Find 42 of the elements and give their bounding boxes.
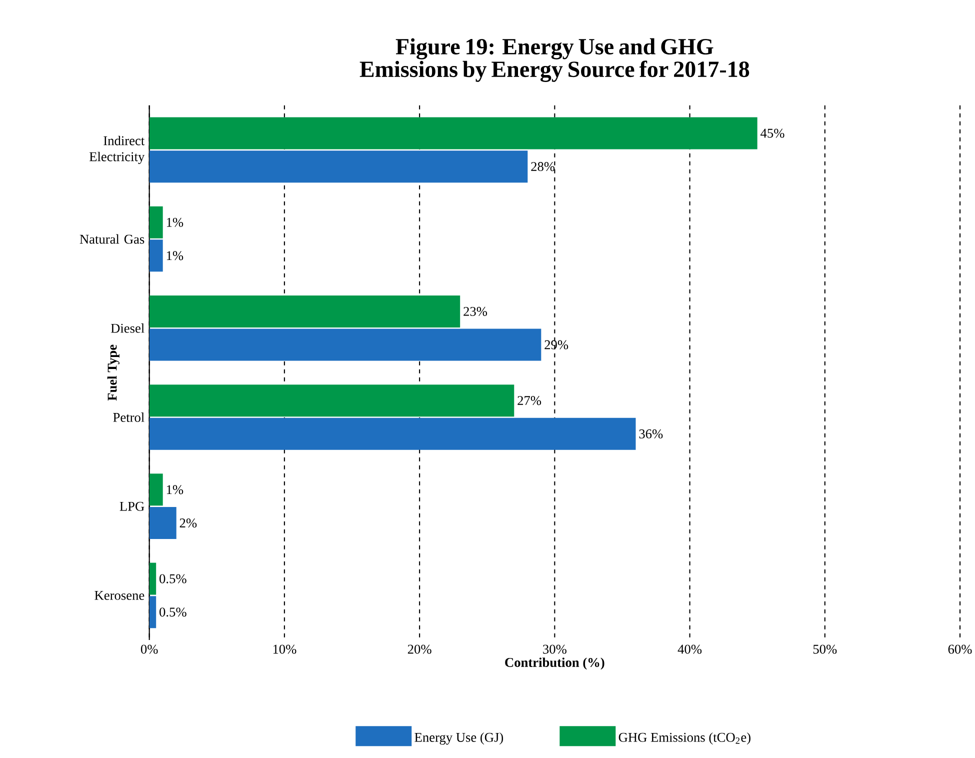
legend-label: Energy Use (GJ)	[414, 732, 504, 745]
y-tick-label: Diesel	[110, 323, 144, 333]
x-tick-label: 0%	[140, 644, 158, 654]
data-label: 2%	[180, 518, 197, 528]
data-label: 1%	[166, 251, 184, 260]
bar	[149, 206, 163, 238]
bar	[149, 474, 163, 506]
data-label: 28%	[531, 162, 555, 172]
y-tick-label: LPG	[120, 502, 144, 511]
bar	[149, 562, 156, 595]
y-tick-label: Indirect Electricity	[89, 136, 145, 164]
bar	[149, 596, 156, 628]
bar	[149, 117, 758, 150]
bar	[149, 507, 176, 540]
bar	[149, 150, 528, 183]
bar	[149, 240, 163, 272]
data-label: 45%	[760, 128, 784, 138]
y-tick-label: Kerosene	[94, 591, 144, 600]
x-tick-label: 10%	[273, 644, 296, 654]
data-label: 29%	[544, 340, 568, 350]
x-tick-label: 20%	[408, 644, 432, 654]
chart-title: Figure 19: Energy Use and GHG Emissions by Energy Source for 2017-18	[360, 38, 750, 82]
x-axis-title: Contribution (%)	[505, 658, 604, 670]
bar	[149, 328, 542, 361]
bar	[149, 295, 460, 328]
data-label: 0.5%	[160, 574, 186, 584]
data-label: 1%	[166, 218, 184, 227]
y-axis-title: Fuel Type	[107, 344, 120, 401]
y-tick-label: Natural Gas	[80, 234, 144, 244]
x-tick-label: 50%	[813, 644, 837, 654]
bar	[149, 418, 636, 450]
x-tick-label: 40%	[678, 644, 702, 654]
x-tick-label: 30%	[543, 644, 566, 654]
legend-label: GHG Emissions (tCO$_{2}$e)	[618, 732, 750, 745]
y-tick-label: Petrol	[113, 412, 144, 422]
data-label: 1%	[166, 485, 184, 494]
data-label: 23%	[464, 306, 488, 316]
data-label: 36%	[639, 429, 663, 438]
x-tick-label: 60%	[948, 644, 972, 654]
bar	[149, 384, 514, 417]
data-label: 0.5%	[160, 608, 186, 617]
data-label: 27%	[518, 396, 542, 406]
